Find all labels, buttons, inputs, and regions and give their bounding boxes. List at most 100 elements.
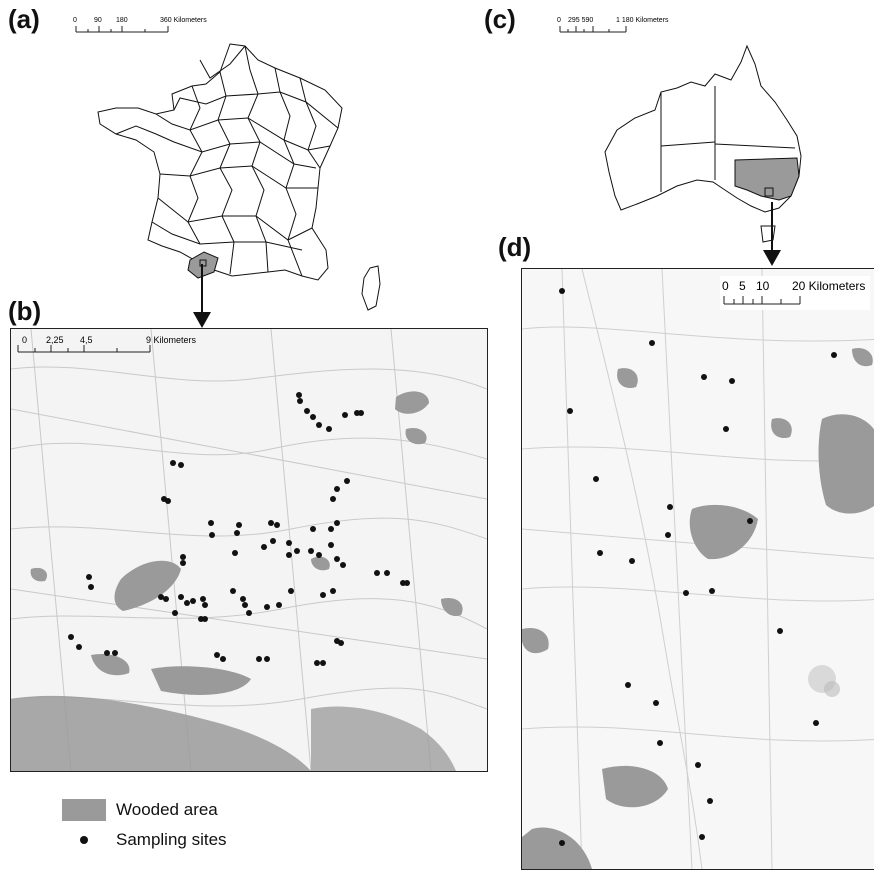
site-b-33 <box>316 552 322 558</box>
site-b-14 <box>344 478 350 484</box>
site-b-28 <box>270 538 276 544</box>
site-d-19 <box>813 720 819 726</box>
arrow-a-to-b <box>193 264 211 328</box>
site-b-29 <box>286 540 292 546</box>
site-d-13 <box>629 558 635 564</box>
site-d-5 <box>729 378 735 384</box>
site-b-63 <box>202 616 208 622</box>
map-b-frame <box>10 328 488 772</box>
scale-a-tick-1: 90 <box>94 17 102 24</box>
study-area-box-c <box>764 187 774 197</box>
site-b-52 <box>264 604 270 610</box>
site-b-19 <box>234 530 240 536</box>
map-d-frame <box>521 268 874 870</box>
site-b-34 <box>328 542 334 548</box>
scale-c-tick-1: 295 590 <box>568 17 593 24</box>
site-b-3 <box>304 408 310 414</box>
scale-b-tick-2: 4,5 <box>80 335 93 345</box>
site-b-13 <box>165 498 171 504</box>
site-b-65 <box>76 644 82 650</box>
legend-label-wooded: Wooded area <box>116 800 218 819</box>
sampling-sites-d <box>559 288 837 846</box>
site-b-47 <box>202 602 208 608</box>
site-b-43 <box>178 594 184 600</box>
site-b-2 <box>297 398 303 404</box>
site-d-1 <box>559 288 565 294</box>
site-b-15 <box>334 486 340 492</box>
site-b-50 <box>242 602 248 608</box>
site-d-7 <box>723 426 729 432</box>
scale-bar-d: 0 5 10 20 Kilometers <box>720 276 870 310</box>
corsica <box>361 265 381 311</box>
scale-bar-a: 0 90 180 360 Kilometers <box>72 10 232 40</box>
site-d-14 <box>683 590 689 596</box>
site-d-20 <box>657 740 663 746</box>
site-b-31 <box>294 548 300 554</box>
scale-d-tick-1: 5 <box>739 279 746 293</box>
site-d-3 <box>831 352 837 358</box>
panel-label-b: (b) <box>8 296 42 326</box>
site-d-24 <box>559 840 565 846</box>
site-b-9 <box>358 410 364 416</box>
site-d-6 <box>567 408 573 414</box>
site-d-21 <box>695 762 701 768</box>
site-b-16 <box>330 496 336 502</box>
site-d-8 <box>593 476 599 482</box>
site-b-22 <box>274 522 280 528</box>
site-b-73 <box>320 660 326 666</box>
scale-b-tick-1: 2,25 <box>46 335 64 345</box>
site-b-24 <box>328 526 334 532</box>
site-b-57 <box>374 570 380 576</box>
site-b-48 <box>230 588 236 594</box>
highlighted-state <box>734 157 800 201</box>
site-b-7 <box>342 412 348 418</box>
site-b-58 <box>384 570 390 576</box>
site-d-17 <box>625 682 631 688</box>
site-b-67 <box>112 650 118 656</box>
site-d-23 <box>699 834 705 840</box>
wooded-area-swatch <box>62 799 106 821</box>
site-d-11 <box>747 518 753 524</box>
site-b-17 <box>208 520 214 526</box>
scale-c-tick-0: 0 <box>557 17 561 24</box>
site-b-35 <box>334 556 340 562</box>
scale-b-tick-0: 0 <box>22 335 27 345</box>
map-d <box>522 269 874 869</box>
site-d-18 <box>653 700 659 706</box>
site-b-36 <box>340 562 346 568</box>
site-b-18 <box>236 522 242 528</box>
site-b-11 <box>178 462 184 468</box>
site-b-10 <box>170 460 176 466</box>
site-b-25 <box>334 520 340 526</box>
site-b-20 <box>209 532 215 538</box>
site-b-40 <box>88 584 94 590</box>
site-b-41 <box>158 594 164 600</box>
site-b-56 <box>330 588 336 594</box>
site-b-37 <box>180 554 186 560</box>
site-d-9 <box>667 504 673 510</box>
site-b-60 <box>404 580 410 586</box>
site-d-22 <box>707 798 713 804</box>
site-d-15 <box>709 588 715 594</box>
australia-map <box>604 44 802 243</box>
sampling-site-symbol <box>62 829 106 851</box>
legend: Wooded area Sampling sites <box>62 795 227 855</box>
legend-item-wooded: Wooded area <box>62 795 227 825</box>
site-b-51 <box>246 610 252 616</box>
scale-d-tick-2: 10 <box>756 279 770 293</box>
scale-d-tick-3: 20 Kilometers <box>792 279 865 293</box>
site-b-71 <box>264 656 270 662</box>
scale-a-tick-0: 0 <box>73 17 77 24</box>
site-b-61 <box>172 610 178 616</box>
site-b-30 <box>286 552 292 558</box>
site-b-68 <box>214 652 220 658</box>
site-b-26 <box>232 550 238 556</box>
site-b-55 <box>320 592 326 598</box>
site-b-69 <box>220 656 226 662</box>
france-map <box>97 43 381 311</box>
legend-label-sites: Sampling sites <box>116 830 227 849</box>
site-b-45 <box>190 598 196 604</box>
site-b-4 <box>310 414 316 420</box>
site-b-72 <box>314 660 320 666</box>
panel-label-c: (c) <box>484 4 516 34</box>
